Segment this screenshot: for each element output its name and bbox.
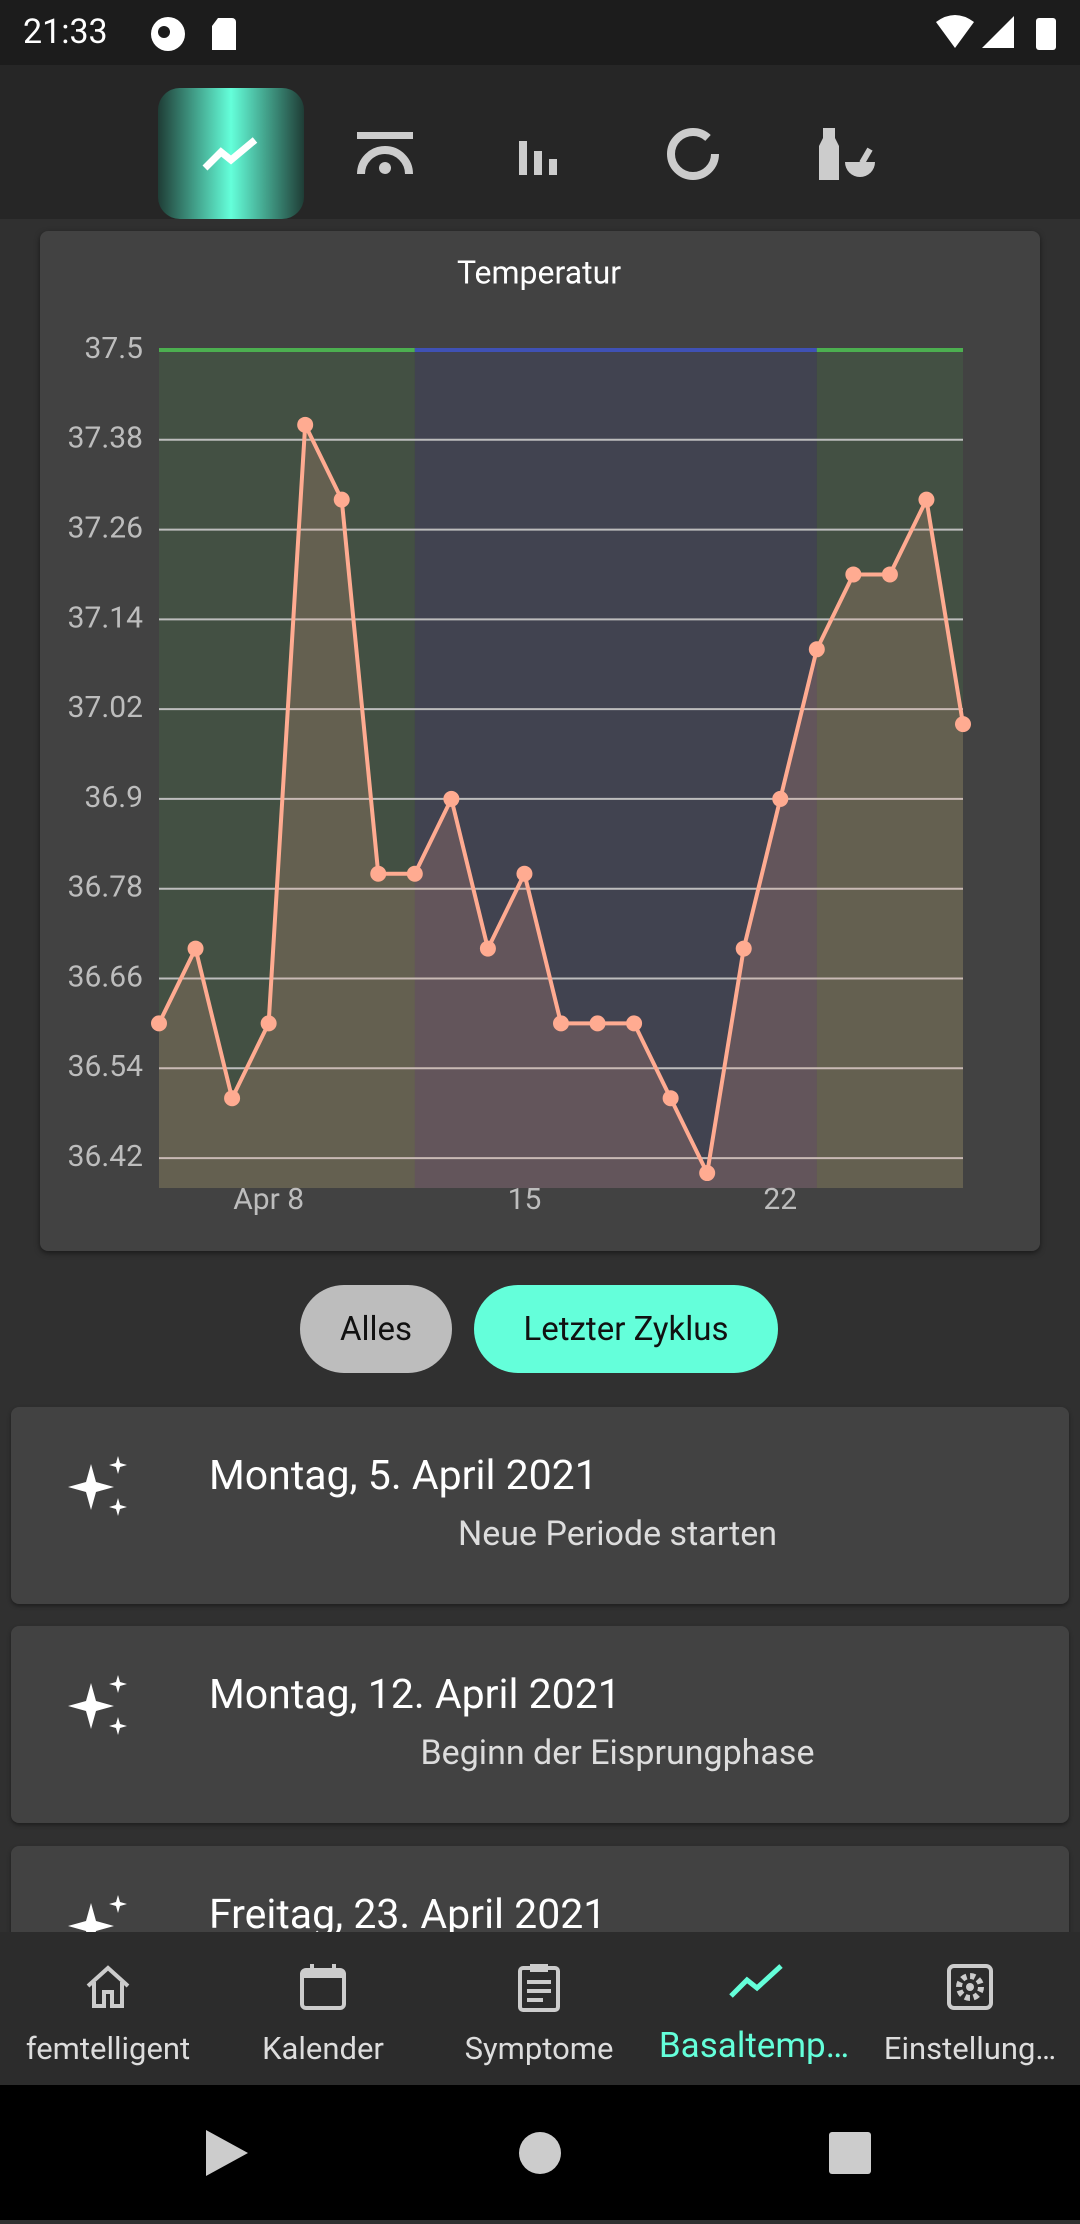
nav-label: femtelligent (25, 2030, 191, 2067)
y-tick-label: 37.02 (68, 690, 143, 725)
system-icons (936, 15, 1056, 50)
event-date: Freitag, 23. April 2021 (209, 1891, 607, 1932)
point (151, 1015, 167, 1032)
event-card[interactable]: Montag, 12. April 2021 Beginn der Eispru… (11, 1626, 1069, 1823)
icon (667, 127, 719, 180)
y-tick-label: 37.26 (68, 510, 143, 545)
point (589, 1015, 606, 1032)
nav-label: Basaltemp… (658, 2025, 850, 2066)
y-tick-label: 37.14 (68, 600, 143, 635)
point (845, 566, 862, 583)
tab-chart[interactable] (158, 88, 304, 219)
recents-button[interactable] (829, 2132, 871, 2174)
event-date: Montag, 5. April 2021 (209, 1452, 598, 1500)
point (297, 416, 314, 433)
point (662, 1090, 679, 1107)
y-tick-label: 36.42 (68, 1139, 143, 1174)
filter-button[interactable]: Letzter Zyklus (474, 1285, 778, 1373)
chart-title: Temperatur (457, 253, 621, 291)
point (260, 1015, 277, 1032)
chart: Temperatur 36.42 36.54 36.66 36.78 36.9 37.02… (68, 253, 971, 1217)
icon (86, 1965, 130, 2008)
phase-band (414, 350, 817, 1188)
tab-donut[interactable] (620, 88, 766, 219)
nav-item[interactable]: Einstellung… (862, 1932, 1078, 2085)
y-tick-label: 36.54 (68, 1049, 143, 1084)
point (918, 491, 935, 508)
x-tick-label: 22 (763, 1182, 797, 1217)
sparkle-icon (68, 1675, 127, 1735)
x-tick-label: 15 (508, 1182, 542, 1217)
sparkle-icon (68, 1456, 127, 1516)
event-label: Beginn der Eisprungphase (420, 1733, 815, 1773)
point (881, 566, 898, 583)
icon (202, 136, 258, 170)
point (479, 940, 496, 957)
point (406, 865, 423, 882)
x-tick-label: Apr 8 (233, 1182, 304, 1217)
home-button[interactable] (519, 2132, 561, 2174)
nav-label: Symptome (464, 2030, 614, 2067)
nav-label: Einstellung… (883, 2030, 1057, 2067)
system-nav (0, 2085, 1080, 2220)
status-bar: 21:33 (0, 0, 1080, 65)
point (553, 1015, 569, 1032)
y-tick-label: 37.38 (68, 421, 143, 456)
nav-label: Kalender (262, 2030, 384, 2067)
nav-item[interactable]: femtelligent (0, 1932, 216, 2085)
tab-bar (0, 65, 1080, 219)
phase-band (159, 350, 415, 1188)
icon (300, 1964, 346, 2010)
point (224, 1090, 241, 1107)
point (699, 1165, 716, 1182)
icon (729, 1964, 783, 1998)
sparkle-icon (68, 1895, 127, 1932)
tab-medicine[interactable] (774, 88, 920, 219)
point (626, 1015, 643, 1032)
icon (947, 1964, 993, 2010)
event-card[interactable]: Montag, 5. April 2021 Neue Periode start… (11, 1407, 1069, 1604)
status-icons (151, 17, 236, 51)
point (370, 865, 387, 882)
nav-item[interactable]: Kalender (215, 1932, 431, 2085)
point (333, 491, 350, 508)
icon (518, 1964, 560, 2012)
phase-band (816, 350, 963, 1188)
point (772, 790, 789, 807)
event-date: Montag, 12. April 2021 (209, 1671, 621, 1719)
clock: 21:33 (23, 12, 108, 52)
y-tick-label: 36.78 (68, 870, 143, 905)
icon (819, 127, 875, 180)
back-button[interactable] (206, 2130, 248, 2176)
bottom-nav: femtelligent Kalender Symptome Basaltemp… (0, 1932, 1080, 2085)
point (516, 865, 533, 882)
point (808, 641, 825, 658)
icon (357, 131, 413, 174)
y-tick-label: 36.9 (85, 780, 144, 815)
chart-card: Temperatur 36.42 36.54 36.66 36.78 36.9 37.02… (40, 231, 1040, 1251)
point (443, 790, 460, 807)
point (735, 940, 752, 957)
event-list: Montag, 5. April 2021 Neue Periode start… (0, 1390, 1080, 1932)
area (159, 424, 963, 1188)
tab-gauge[interactable] (312, 88, 458, 219)
point (187, 940, 204, 957)
nav-item[interactable]: Basaltemp… (646, 1932, 862, 2085)
event-card[interactable]: Freitag, 23. April 2021 (11, 1846, 1069, 1932)
nav-item[interactable]: Symptome (431, 1932, 647, 2085)
icon (519, 140, 557, 175)
tab-bars[interactable] (466, 88, 612, 219)
point (955, 716, 971, 733)
system-buttons (206, 2130, 871, 2176)
filter-button[interactable]: Alles (300, 1285, 452, 1373)
event-label: Neue Periode starten (457, 1514, 777, 1554)
y-tick-label: 37.5 (85, 331, 144, 366)
y-tick-label: 36.66 (68, 959, 143, 994)
